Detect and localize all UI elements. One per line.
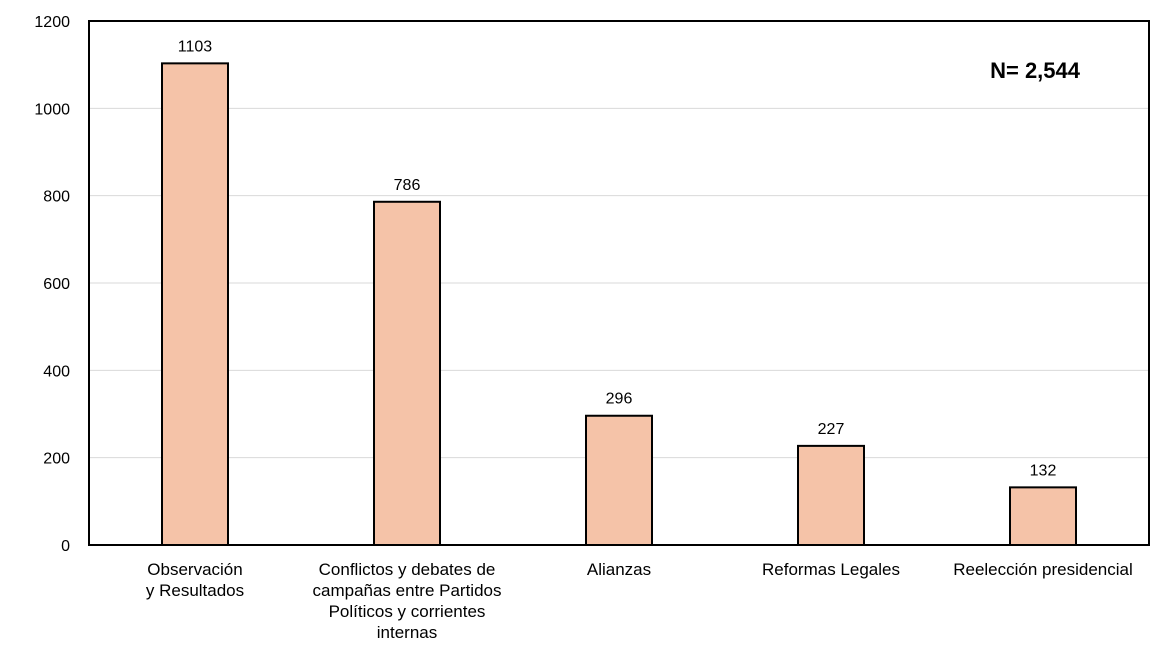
bar — [373, 200, 441, 546]
bar — [585, 414, 653, 546]
gridlines — [89, 107, 1149, 459]
x-category-label-line: internas — [377, 623, 437, 642]
y-tick-label: 200 — [43, 451, 70, 468]
plot-area-frame — [88, 20, 1150, 546]
x-category-label-line: Observación — [147, 560, 242, 579]
x-category-label-line: Alianzas — [587, 560, 651, 579]
y-tick-label: 800 — [43, 189, 70, 206]
x-category-label: Reelección presidencial — [953, 560, 1133, 579]
y-tick-label: 400 — [43, 363, 70, 380]
x-category-label-line: Reformas Legales — [762, 560, 900, 579]
bar-value-label: 227 — [818, 421, 845, 438]
x-category-label: Conflictos y debates de campañas entre Pa… — [313, 560, 502, 642]
sample-size-annotation: N= 2,544 — [990, 58, 1081, 83]
bar-value-label: 132 — [1030, 462, 1057, 479]
bar-value-label: 296 — [606, 391, 633, 408]
x-axis-labels: Observación y Resultados Conflictos y deba… — [146, 560, 1133, 642]
y-tick-label: 1200 — [34, 14, 70, 31]
y-tick-label: 1000 — [34, 101, 70, 118]
x-category-label-line: Conflictos y debates de — [319, 560, 496, 579]
y-axis-ticks: 0 200 400 600 800 1000 1200 — [34, 14, 70, 555]
x-category-label-line: Reelección presidencial — [953, 560, 1133, 579]
y-tick-label: 0 — [61, 538, 70, 555]
x-category-label: Reformas Legales — [762, 560, 900, 579]
x-category-label-line: campañas entre Partidos — [313, 581, 502, 600]
x-category-label: Alianzas — [587, 560, 651, 579]
x-category-label: Observación y Resultados — [146, 560, 244, 600]
data-labels: 1103 786 296 227 132 — [178, 38, 1057, 479]
x-category-label-line: Políticos y corrientes — [329, 602, 486, 621]
bar-value-label: 786 — [394, 177, 421, 194]
bar — [161, 62, 229, 547]
bar — [1009, 486, 1077, 546]
x-category-label-line: y Resultados — [146, 581, 244, 600]
bar — [797, 444, 865, 547]
y-tick-label: 600 — [43, 276, 70, 293]
bar-value-label: 1103 — [178, 38, 213, 55]
bars — [161, 62, 1077, 547]
